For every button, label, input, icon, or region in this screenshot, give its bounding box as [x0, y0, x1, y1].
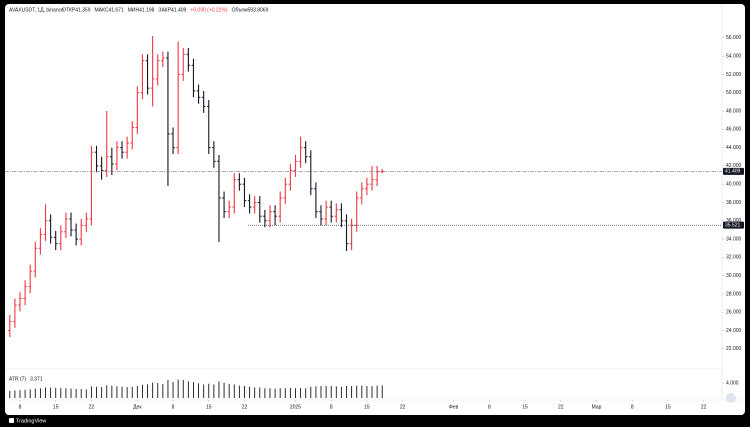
price-label: 35.521: [725, 223, 741, 229]
y-tick-label: 46.000: [726, 127, 742, 133]
zoom-button[interactable]: [726, 393, 736, 403]
x-tick-label: 8: [330, 404, 333, 410]
atr-last: 3.371: [30, 376, 43, 382]
y-tick-label: 38.000: [726, 200, 742, 206]
x-tick-label: 2025: [290, 404, 301, 410]
x-tick-label: 8: [631, 404, 634, 410]
y-tick-label: 44.000: [726, 145, 742, 151]
header-stat: МИН41.198: [128, 7, 155, 13]
chart-title: AVAXUSDT, 1Д, binance: [9, 7, 64, 13]
x-tick-label: 15: [522, 404, 528, 410]
header-stat: МАКС41.671: [94, 7, 123, 13]
y-tick-label: 36.000: [726, 218, 742, 224]
atr-tick-label: 4.000: [726, 380, 739, 386]
x-tick-label: Фев: [449, 404, 459, 410]
x-tick-label: 22: [242, 404, 248, 410]
header-stat: ОТКР41.359: [62, 7, 91, 13]
y-tick-label: 24.000: [726, 328, 742, 334]
x-tick-label: Мар: [592, 404, 602, 410]
y-tick-label: 56.000: [726, 35, 742, 41]
x-tick-label: 22: [558, 404, 564, 410]
y-tick-label: 48.000: [726, 108, 742, 114]
header-stat: ЗАКР41.409: [158, 7, 186, 13]
header-stat: +0.090 (+0.22%): [190, 7, 228, 13]
y-tick-label: 26.000: [726, 310, 742, 316]
x-tick-label: 15: [206, 404, 212, 410]
y-tick-label: 50.000: [726, 90, 742, 96]
x-tick-label: 22: [701, 404, 707, 410]
x-tick-label: 15: [53, 404, 59, 410]
x-tick-label: 8: [19, 404, 22, 410]
y-tick-label: 28.000: [726, 291, 742, 297]
price-label-box: [723, 167, 744, 175]
x-tick-label: Дек: [133, 404, 142, 410]
x-tick-label: 8: [172, 404, 175, 410]
y-tick-label: 22.000: [726, 346, 742, 352]
y-tick-label: 54.000: [726, 53, 742, 59]
atr-title: ATR (7): [9, 376, 26, 382]
header-stat: Объем593.8069: [232, 7, 269, 13]
price-label-box: [723, 221, 744, 229]
x-tick-label: 15: [364, 404, 370, 410]
y-tick-label: 42.000: [726, 163, 742, 169]
y-tick-label: 34.000: [726, 236, 742, 242]
price-label: 41.409: [725, 169, 741, 175]
brand-logo: [9, 418, 14, 423]
y-tick-label: 52.000: [726, 72, 742, 78]
x-tick-label: 22: [400, 404, 406, 410]
y-tick-label: 40.000: [726, 182, 742, 188]
y-tick-label: 30.000: [726, 273, 742, 279]
x-tick-label: 15: [665, 404, 671, 410]
brand: TradingView: [16, 418, 46, 424]
x-tick-label: 8: [488, 404, 491, 410]
chart-panel: [5, 4, 745, 415]
y-tick-label: 32.000: [726, 255, 742, 261]
x-tick-label: 22: [89, 404, 95, 410]
